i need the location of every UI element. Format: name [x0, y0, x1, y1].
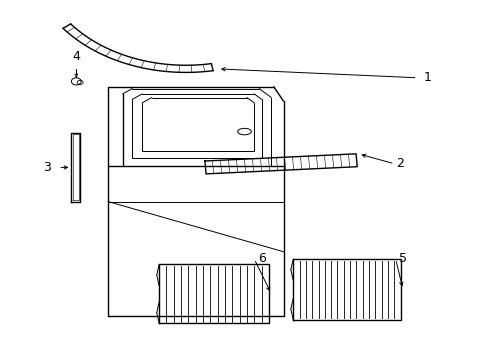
Text: 1: 1: [423, 71, 430, 84]
Text: 3: 3: [43, 161, 51, 174]
Text: 2: 2: [396, 157, 404, 170]
Text: 6: 6: [257, 252, 265, 265]
Text: 4: 4: [72, 50, 80, 63]
Text: 5: 5: [398, 252, 406, 265]
